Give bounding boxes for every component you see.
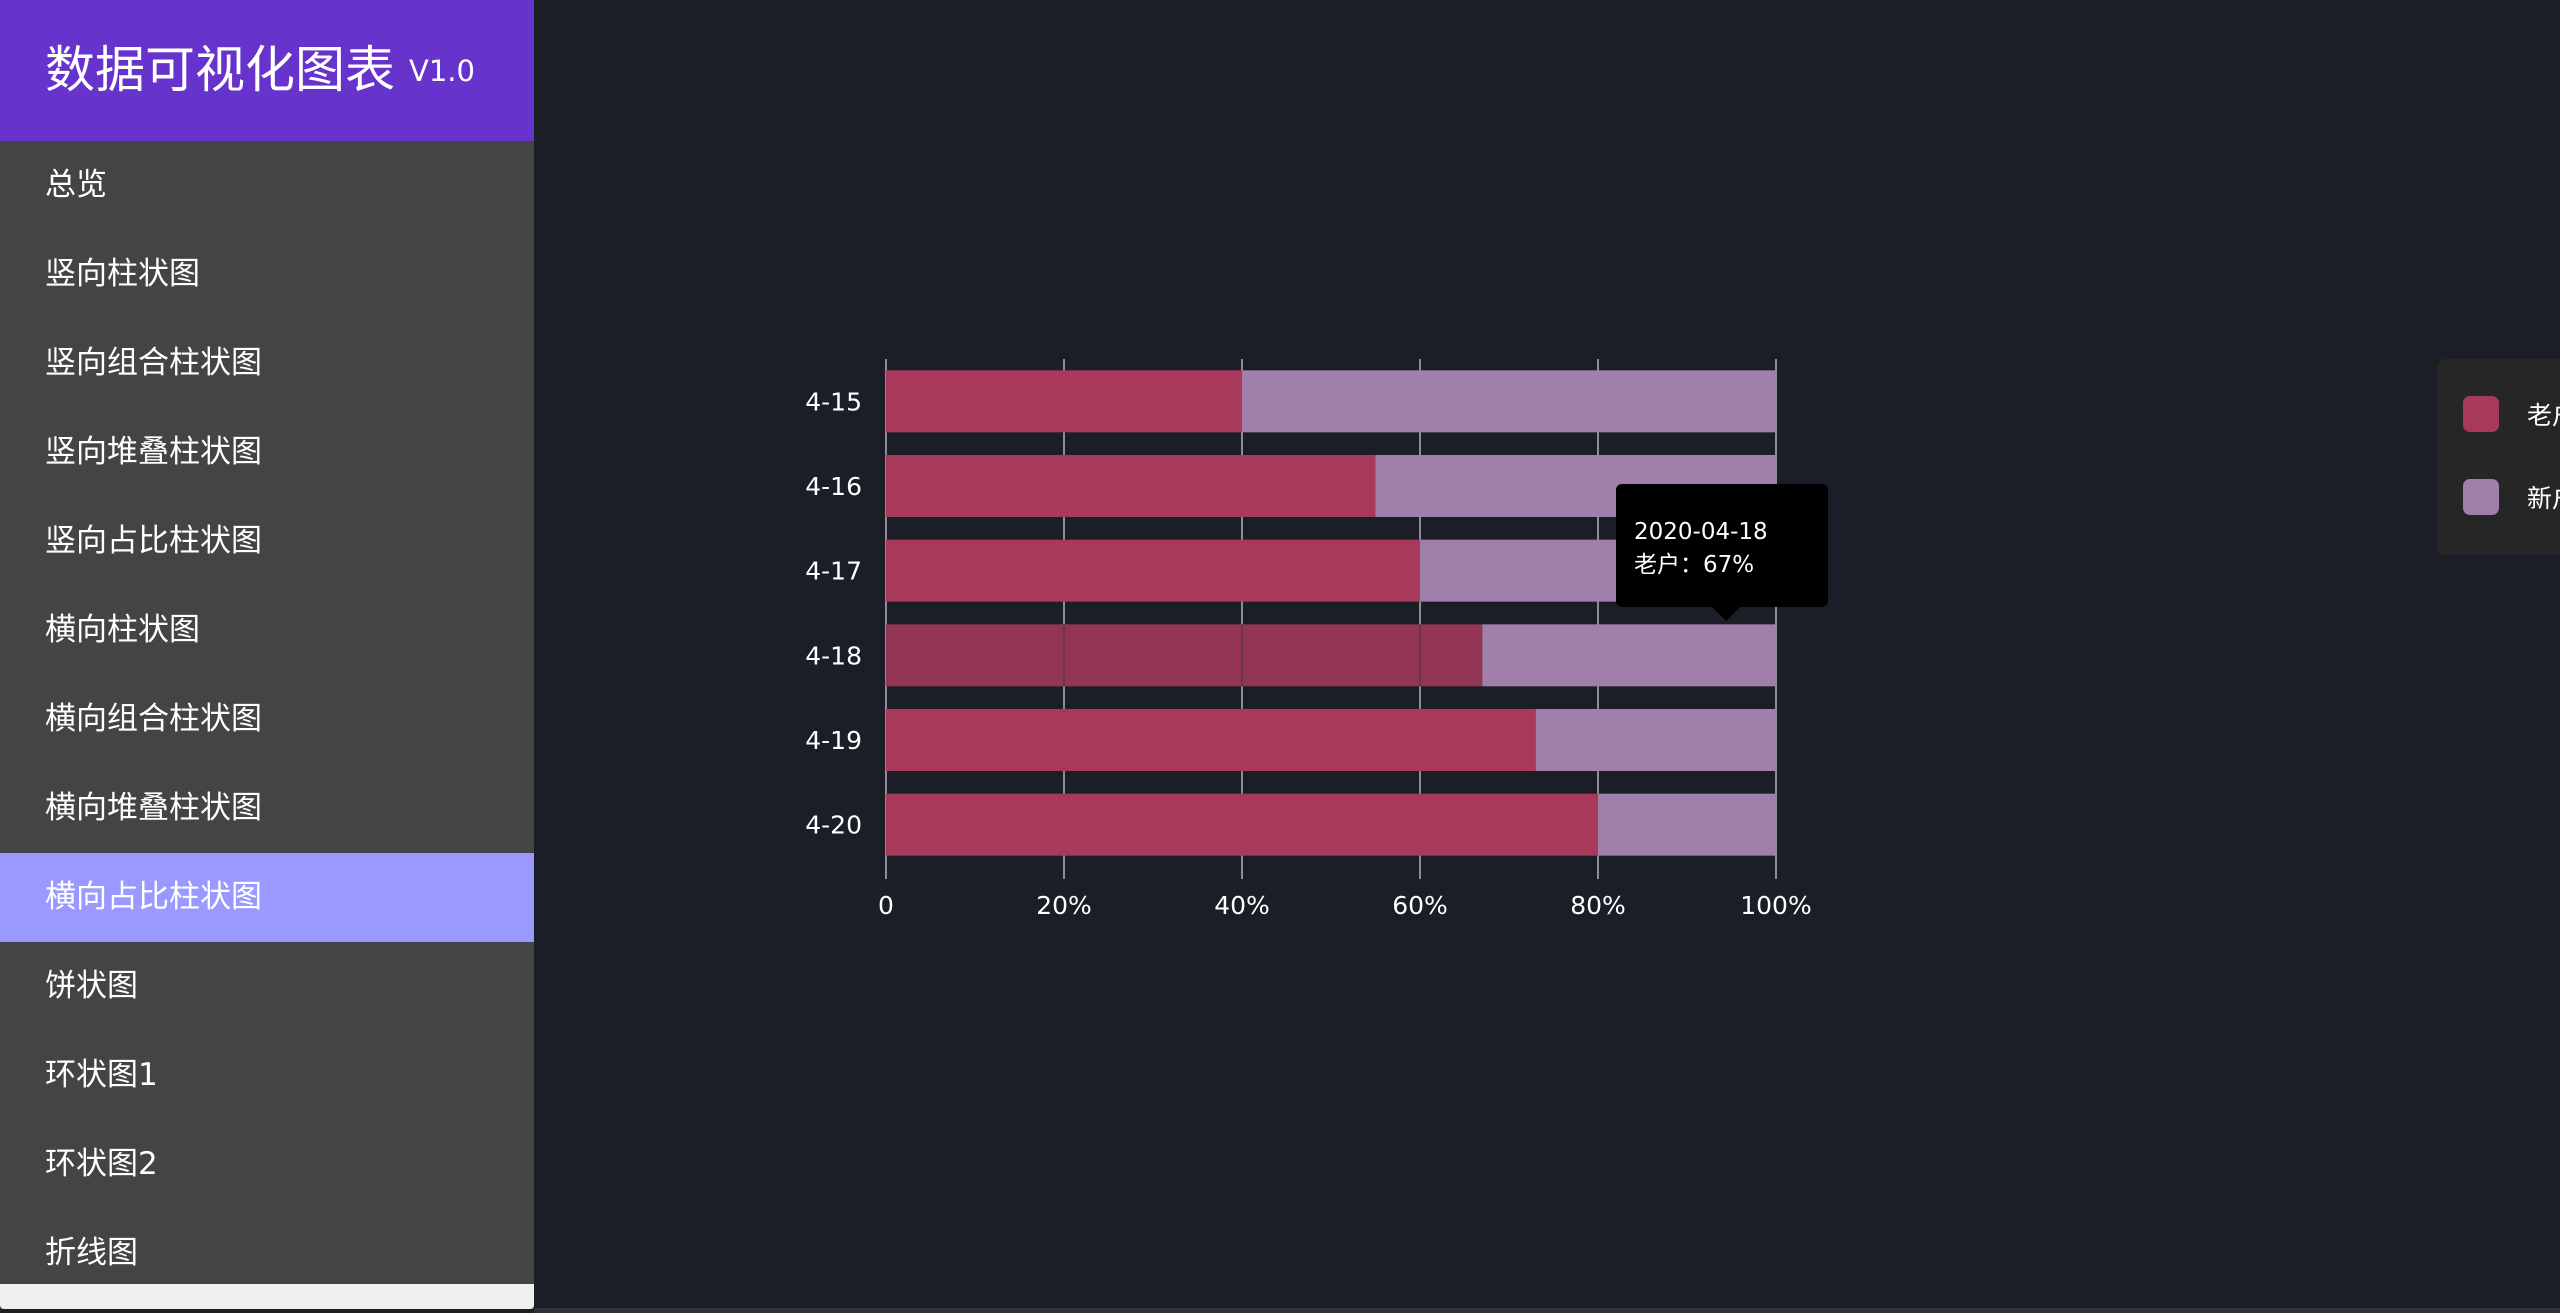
y-tick-label: 4-18: [805, 641, 862, 670]
bar-old-4-17[interactable]: [886, 539, 1420, 602]
grid-lines: [885, 359, 1777, 879]
sidebar-header: 数据可视化图表 V1.0: [0, 0, 534, 141]
legend-item-old-customer[interactable]: 老户: [2463, 396, 2560, 432]
sidebar-item-donut-2[interactable]: 环状图2: [45, 1146, 158, 1182]
x-tick-label: 0: [878, 891, 894, 920]
sidebar-item-horizontal-percent-bar[interactable]: 横向占比柱状图: [0, 853, 534, 942]
sidebar-item-vertical-grouped-bar[interactable]: 竖向组合柱状图: [45, 345, 262, 381]
x-tick-label: 60%: [1392, 891, 1448, 920]
sidebar-item-donut-1[interactable]: 环状图1: [45, 1057, 158, 1093]
sidebar-item-horizontal-bar[interactable]: 横向柱状图: [45, 612, 200, 648]
x-tick-label: 20%: [1036, 891, 1092, 920]
sidebar-item-line[interactable]: 折线图: [45, 1235, 138, 1271]
sidebar-horizontal-scrollbar[interactable]: [0, 1284, 534, 1309]
sidebar-item-vertical-percent-bar[interactable]: 竖向占比柱状图: [45, 523, 262, 559]
x-tick-label: 40%: [1214, 891, 1270, 920]
app-title: 数据可视化图表 V1.0: [45, 38, 475, 103]
legend-item-new-customer[interactable]: 新户: [2463, 479, 2560, 515]
bar-new-4-15[interactable]: [1242, 370, 1776, 433]
tooltip-arrow: [1712, 607, 1740, 621]
sidebar-item-pie[interactable]: 饼状图: [45, 968, 138, 1004]
legend-label-old-customer: 老户: [2527, 401, 2560, 430]
sidebar-menu: 总览 竖向柱状图 竖向组合柱状图 竖向堆叠柱状图 竖向占比柱状图 横向柱状图 横…: [0, 141, 534, 1298]
bar-old-4-19[interactable]: [886, 709, 1536, 771]
app-title-text: 数据可视化图表: [45, 41, 395, 99]
main-content: 4-15 4-16 4-17 4-18 4-19 4-20 0 20% 40% 60% 80% 100…: [534, 0, 2560, 1308]
bar-old-4-16[interactable]: [886, 455, 1376, 517]
sidebar-item-horizontal-grouped-bar[interactable]: 横向组合柱状图: [45, 701, 262, 737]
tooltip-value: 老户：67%: [1634, 552, 1755, 578]
bar-old-4-15[interactable]: [886, 370, 1242, 433]
bar-new-4-18[interactable]: [1482, 624, 1776, 687]
x-tick-label: 80%: [1570, 891, 1626, 920]
x-tick-label: 100%: [1740, 891, 1811, 920]
bar-new-4-19[interactable]: [1535, 709, 1776, 771]
sidebar-item-vertical-stacked-bar[interactable]: 竖向堆叠柱状图: [45, 434, 262, 470]
legend-swatch-old-customer: [2463, 396, 2499, 432]
tooltip-date: 2020-04-18: [1634, 519, 1768, 545]
legend-label-new-customer: 新户: [2527, 484, 2560, 513]
bar-group: [886, 370, 1776, 856]
percent-bar-chart: 4-15 4-16 4-17 4-18 4-19 4-20 0 20% 40% 60% 80% 100…: [805, 359, 1812, 920]
y-tick-label: 4-17: [805, 557, 862, 586]
bar-old-4-18[interactable]: [886, 624, 1483, 687]
app-version: V1.0: [409, 54, 475, 88]
bar-old-4-20[interactable]: [886, 793, 1598, 856]
chart-legend: 老户 新户: [2437, 359, 2560, 555]
y-tick-label: 4-15: [805, 387, 862, 416]
y-tick-label: 4-20: [805, 811, 862, 840]
window-bottom-edge: [534, 1308, 2560, 1313]
sidebar-item-vertical-bar[interactable]: 竖向柱状图: [45, 256, 200, 292]
chart-tooltip: 2020-04-18 老户：67%: [1616, 484, 1828, 621]
axes: 4-15 4-16 4-17 4-18 4-19 4-20 0 20% 40% 60% 80% 100…: [805, 387, 1811, 920]
bar-new-4-20[interactable]: [1598, 793, 1776, 856]
sidebar: 数据可视化图表 V1.0 总览 竖向柱状图 竖向组合柱状图 竖向堆叠柱状图 竖向占…: [0, 0, 534, 1309]
y-tick-label: 4-19: [805, 726, 862, 755]
sidebar-item-horizontal-stacked-bar[interactable]: 横向堆叠柱状图: [45, 790, 262, 826]
legend-swatch-new-customer: [2463, 479, 2499, 515]
y-tick-label: 4-16: [805, 472, 862, 501]
sidebar-item-overview[interactable]: 总览: [45, 167, 107, 203]
